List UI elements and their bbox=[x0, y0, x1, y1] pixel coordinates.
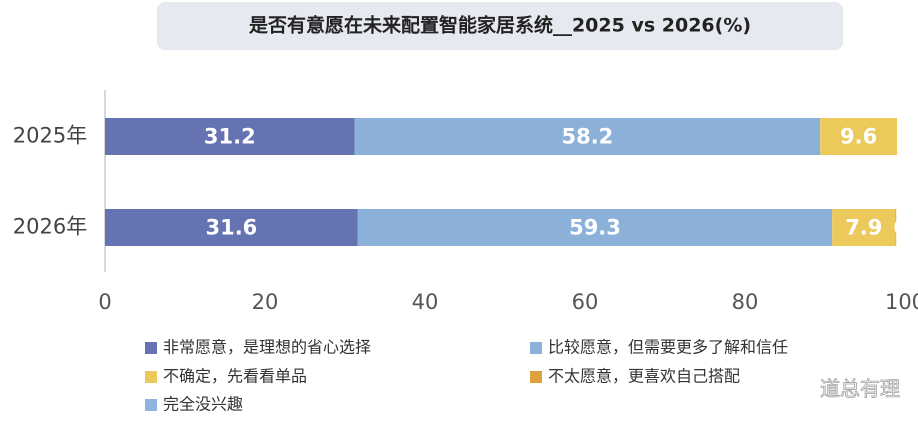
legend-swatch bbox=[145, 342, 157, 354]
x-tick-label: 80 bbox=[732, 290, 759, 314]
bar-segment bbox=[105, 209, 358, 246]
legend-label: 非常愿意，是理想的省心选择 bbox=[163, 338, 371, 357]
data-label: 31.6 bbox=[205, 216, 257, 240]
chart-title: 是否有意愿在未来配置智能家居系统__2025 vs 2026(%) bbox=[249, 14, 751, 37]
data-label: 0 bbox=[904, 126, 916, 148]
y-tick-label: 2026年 bbox=[13, 215, 87, 239]
bar-segment bbox=[357, 209, 833, 246]
legend-label: 不确定，先看看单品 bbox=[163, 367, 307, 386]
title-box bbox=[157, 2, 843, 50]
bar-segment bbox=[105, 118, 355, 155]
legend-label: 完全没兴趣 bbox=[163, 395, 243, 414]
data-label: 58.2 bbox=[561, 125, 613, 149]
legend-swatch bbox=[145, 371, 157, 383]
x-tick-label: 100 bbox=[885, 290, 918, 314]
y-tick-label: 2025年 bbox=[13, 124, 87, 148]
x-tick-label: 60 bbox=[572, 290, 599, 314]
data-label: 31.2 bbox=[204, 125, 256, 149]
data-label: 0.1 bbox=[893, 217, 918, 239]
legend-label: 比较愿意，但需要更多了解和信任 bbox=[548, 338, 788, 357]
data-label: 7.9 bbox=[845, 216, 882, 240]
x-tick-label: 0 bbox=[98, 290, 111, 314]
data-label: 59.3 bbox=[569, 216, 621, 240]
watermark: 道总有理 bbox=[820, 377, 900, 401]
legend-swatch bbox=[530, 371, 542, 383]
bar-segment bbox=[895, 209, 897, 246]
x-tick-label: 20 bbox=[252, 290, 279, 314]
legend-swatch bbox=[145, 399, 157, 411]
legend-swatch bbox=[530, 342, 542, 354]
x-tick-label: 40 bbox=[412, 290, 439, 314]
bar-segment bbox=[832, 209, 896, 246]
data-label: 9.6 bbox=[840, 125, 877, 149]
bar-segment bbox=[354, 118, 821, 155]
legend-label: 不太愿意，更喜欢自己搭配 bbox=[548, 367, 740, 386]
bar-segment bbox=[820, 118, 897, 155]
